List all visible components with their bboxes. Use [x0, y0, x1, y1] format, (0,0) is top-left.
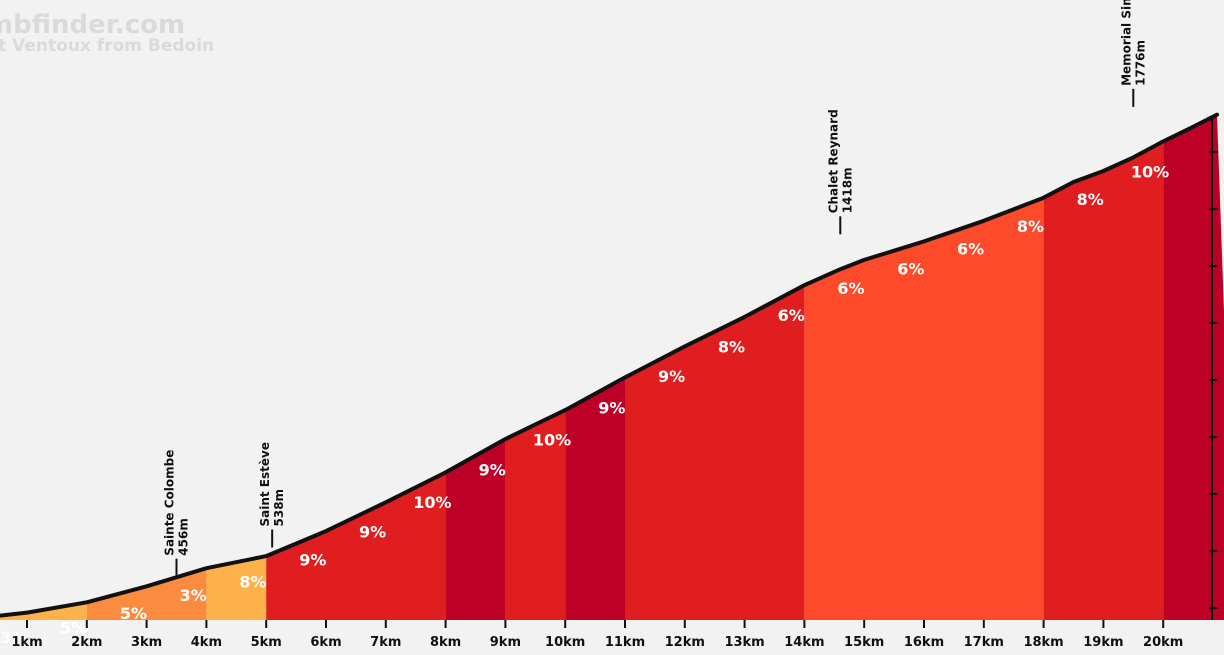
gradient-label: 8% [718, 337, 745, 356]
x-tick-label: 13km [724, 635, 764, 650]
chart-subtitle: nt Ventoux from Bedoin [0, 36, 215, 56]
waypoint-elevation: 1418m [840, 167, 854, 213]
gradient-label: 9% [598, 399, 625, 418]
gradient-label: 3% [0, 628, 27, 647]
gradient-label: 5% [60, 619, 87, 638]
waypoint-name: Sainte Colombe [163, 450, 177, 556]
y-axis-ticks [1209, 118, 1218, 620]
elevation-line [0, 112, 1219, 618]
gradient-label: 6% [897, 260, 924, 279]
gradient-segment [565, 114, 625, 620]
x-tick-label: 20km [1143, 635, 1183, 650]
gradient-label: 8% [239, 573, 266, 592]
waypoint-elevation: 456m [177, 518, 191, 556]
waypoint-name: Chalet Reynard [826, 109, 840, 213]
x-tick-label: 9km [490, 635, 521, 650]
gradient-label: 10% [533, 431, 571, 450]
x-tick-label: 1km [11, 635, 42, 650]
x-tick-label: 18km [1023, 635, 1063, 650]
gradient-label: 9% [658, 367, 685, 386]
x-tick-label: 19km [1083, 635, 1123, 650]
gradient-segment [1043, 114, 1164, 620]
site-brand: mbfinder.com [0, 10, 186, 40]
x-tick-label: 15km [844, 635, 884, 650]
x-tick-label: 8km [430, 635, 461, 650]
gradient-segment [804, 114, 1044, 620]
x-tick-label: 7km [370, 635, 401, 650]
x-tick-label: 17km [964, 635, 1004, 650]
gradient-segment [505, 114, 566, 620]
x-tick-label: 3km [131, 635, 162, 650]
gradient-segment [445, 114, 506, 620]
x-tick-label: 12km [665, 635, 705, 650]
x-tick-label: 4km [191, 635, 222, 650]
gradient-label: 6% [837, 279, 864, 298]
x-tick-label: 11km [605, 635, 645, 650]
gradient-label: 8% [1077, 190, 1104, 209]
waypoint-elevation: 1776m [1133, 40, 1147, 86]
gradient-label: 9% [479, 460, 506, 479]
gradient-label: 8% [1017, 217, 1044, 236]
gradient-label: 10% [1131, 163, 1169, 182]
x-axis: 1km 2km 3km 4km 5km 6km 7km 8km 9km 10km 11km 12km 1… [11, 620, 1183, 650]
waypoint-elevation: 538m [272, 489, 286, 527]
gradient-segment [266, 114, 446, 620]
gradient-labels: 3% 5% 5% 3% 8% 9% 9% 10% 9% 10% 9% 9% 8% 6% 6% 6% 6% 8% 8%… [0, 163, 1169, 648]
x-tick-label: 14km [784, 635, 824, 650]
gradient-label: 9% [299, 551, 326, 570]
waypoint-markers: Sainte Colombe 456m Saint Estève 538m Chalet… [163, 0, 1147, 577]
x-tick-label: 6km [310, 635, 341, 650]
x-tick-label: 2km [71, 635, 102, 650]
profile-line [0, 112, 1219, 618]
gradient-label: 3% [180, 586, 207, 605]
x-tick-label: 16km [904, 635, 944, 650]
gradient-segment [0, 114, 87, 620]
x-tick-label: 5km [251, 635, 282, 650]
gradient-label: 6% [778, 306, 805, 325]
gradient-label: 5% [120, 604, 147, 623]
x-tick-label: 10km [545, 635, 585, 650]
gradient-label: 10% [413, 493, 451, 512]
gradient-label: 6% [957, 239, 984, 258]
waypoint-name: Saint Estève [258, 442, 272, 527]
gradient-segment [1163, 114, 1224, 620]
gradient-label: 9% [359, 523, 386, 542]
waypoint-name: Memorial Simpson [1119, 0, 1133, 86]
